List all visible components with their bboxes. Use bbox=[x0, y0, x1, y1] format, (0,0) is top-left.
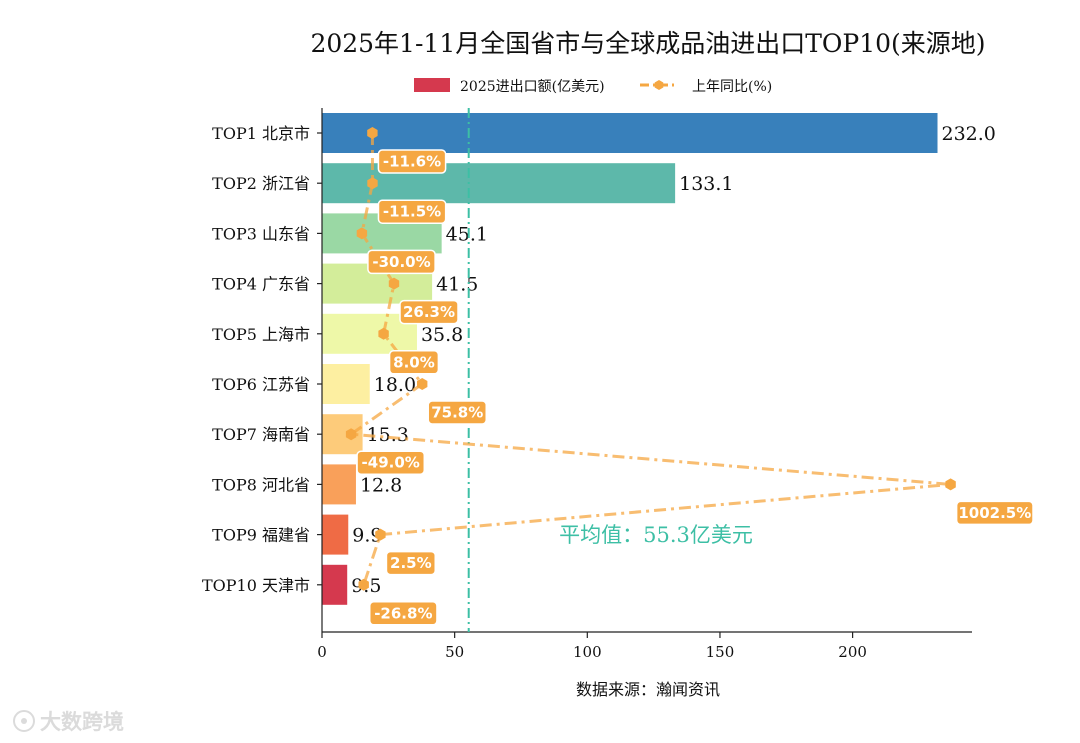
legend-line-label: 上年同比(%) bbox=[692, 79, 772, 95]
bar-1 bbox=[322, 113, 938, 153]
legend-bar-label: 2025进出口额(亿美元) bbox=[460, 79, 605, 95]
category-label-3: TOP3 山东省 bbox=[212, 224, 310, 243]
bars-layer bbox=[322, 113, 938, 605]
chart-title: 2025年1-11月全国省市与全球成品油进出口TOP10(来源地) bbox=[310, 29, 985, 58]
yoy-label-box-9 bbox=[385, 550, 436, 576]
yoy-label-text-10: -26.8% bbox=[374, 604, 432, 622]
yoy-label-text-5: 8.0% bbox=[393, 353, 435, 371]
yoy-label-5: 8.0% bbox=[388, 350, 440, 375]
legend: 2025进出口额(亿美元) 上年同比(%) bbox=[414, 78, 772, 95]
x-tick-label-100: 100 bbox=[573, 643, 602, 661]
average-layer: 平均值：55.3亿美元 bbox=[467, 108, 753, 632]
yoy-label-box-6 bbox=[427, 400, 487, 425]
yoy-label-6: 75.8% bbox=[427, 400, 487, 425]
bar-value-label-5: 35.8 bbox=[421, 324, 463, 346]
yoy-marker-6 bbox=[417, 378, 428, 390]
watermark: 大数跨境 bbox=[13, 710, 124, 734]
category-label-1: TOP1 北京市 bbox=[212, 124, 310, 143]
yoy-marker-10 bbox=[358, 578, 369, 591]
yoy-label-1: -11.6% bbox=[377, 149, 447, 174]
yoy-label-text-2: -11.5% bbox=[383, 203, 441, 221]
yoy-marker-1 bbox=[367, 127, 378, 139]
watermark-logo-icon bbox=[13, 710, 35, 732]
bar-9 bbox=[322, 514, 349, 555]
yoy-marker-7 bbox=[345, 428, 357, 441]
yoy-label-box-10 bbox=[368, 601, 438, 626]
yoy-label-text-7: -49.0% bbox=[362, 454, 420, 472]
category-label-4: TOP4 广东省 bbox=[212, 275, 310, 294]
category-label-6: TOP6 江苏省 bbox=[212, 375, 310, 394]
category-label-2: TOP2 浙江省 bbox=[212, 174, 310, 193]
yoy-label-9: 2.5% bbox=[385, 550, 436, 576]
yoy-label-7: -49.0% bbox=[356, 450, 426, 475]
yoy-marker-9 bbox=[375, 528, 386, 541]
bar-value-label-3: 45.1 bbox=[446, 223, 488, 245]
yoy-label-text-6: 75.8% bbox=[431, 404, 483, 422]
bar-value-label-7: 15.3 bbox=[367, 424, 409, 446]
yoy-line-layer: -11.6% -11.5% -30.0% 26.3% 8.0% 75.8% -49.0% 10… bbox=[345, 127, 1034, 626]
yoy-label-text-9: 2.5% bbox=[390, 554, 432, 572]
yoy-marker-4 bbox=[388, 277, 400, 290]
yoy-label-box-8 bbox=[955, 500, 1034, 526]
bar-8 bbox=[322, 464, 356, 505]
x-axis: 0 50 100 150 200 数据来源：瀚闻资讯 bbox=[317, 108, 972, 699]
bar-6 bbox=[322, 364, 370, 404]
yoy-marker-5 bbox=[378, 327, 389, 340]
yoy-marker-3 bbox=[356, 227, 368, 240]
watermark-logo-dot-icon bbox=[21, 718, 27, 724]
yoy-label-box-3 bbox=[367, 249, 436, 275]
category-label-9: TOP9 福建省 bbox=[212, 526, 310, 545]
bar-value-label-2: 133.1 bbox=[679, 173, 733, 195]
yoy-label-2: -11.5% bbox=[377, 199, 447, 224]
category-label-8: TOP8 河北省 bbox=[212, 475, 310, 494]
labels-layer: TOP1 北京市 232.0 TOP2 浙江省 133.1 TOP3 山东省 45.1 TO… bbox=[202, 123, 996, 597]
yoy-label-box-4 bbox=[399, 299, 459, 325]
x-ticks: 0 50 100 150 200 bbox=[317, 632, 867, 661]
bar-value-label-9: 9.9 bbox=[352, 525, 382, 547]
bar-10 bbox=[322, 564, 348, 605]
yoy-label-3: -30.0% bbox=[367, 249, 436, 275]
yoy-label-box-7 bbox=[356, 450, 426, 475]
x-tick-label-0: 0 bbox=[317, 643, 327, 661]
x-tick-label-50: 50 bbox=[445, 643, 464, 661]
bar-value-label-6: 18.0 bbox=[374, 374, 416, 396]
bar-value-label-8: 12.8 bbox=[360, 474, 402, 496]
watermark-text: 大数跨境 bbox=[40, 710, 124, 734]
yoy-label-text-3: -30.0% bbox=[372, 253, 430, 271]
x-tick-label-200: 200 bbox=[838, 643, 867, 661]
legend-line-marker bbox=[654, 80, 664, 90]
legend-bar-swatch bbox=[414, 78, 450, 92]
category-label-7: TOP7 海南省 bbox=[212, 425, 310, 444]
yoy-marker-8 bbox=[945, 478, 956, 491]
yoy-label-text-8: 1002.5% bbox=[958, 504, 1031, 522]
yoy-label-text-1: -11.6% bbox=[383, 153, 441, 171]
yoy-label-text-4: 26.3% bbox=[403, 303, 455, 321]
x-axis-label: 数据来源：瀚闻资讯 bbox=[576, 680, 720, 699]
yoy-label-box-1 bbox=[377, 149, 447, 174]
yoy-label-10: -26.8% bbox=[368, 601, 438, 626]
bar-value-label-1: 232.0 bbox=[942, 123, 996, 145]
yoy-marker-2 bbox=[367, 177, 378, 190]
yoy-label-box-5 bbox=[388, 350, 440, 375]
x-tick-label-150: 150 bbox=[706, 643, 735, 661]
yoy-label-4: 26.3% bbox=[399, 299, 459, 325]
average-label: 平均值：55.3亿美元 bbox=[559, 523, 753, 547]
yoy-label-box-2 bbox=[377, 199, 447, 224]
yoy-label-8: 1002.5% bbox=[955, 500, 1034, 526]
category-label-10: TOP10 天津市 bbox=[202, 576, 310, 595]
category-label-5: TOP5 上海市 bbox=[212, 325, 310, 344]
bar-value-label-4: 41.5 bbox=[436, 274, 478, 296]
